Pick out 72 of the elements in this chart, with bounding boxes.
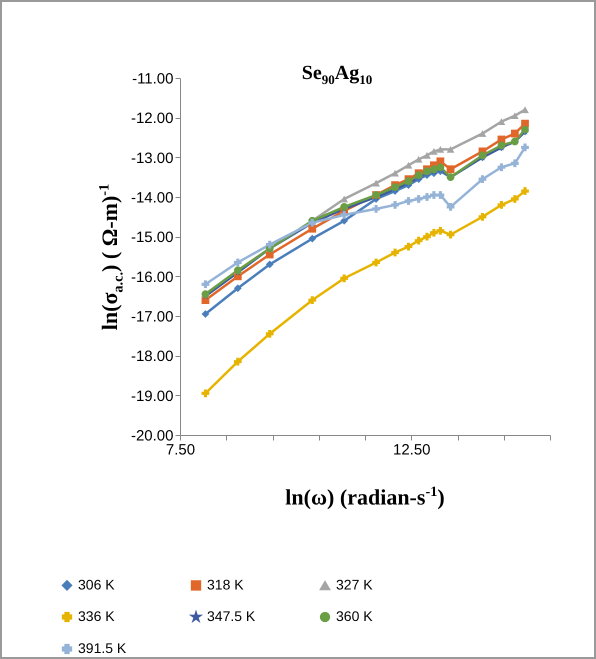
- point: [430, 228, 438, 237]
- point: [202, 310, 210, 318]
- x-tick-label: 12.50: [392, 442, 431, 458]
- y-tick-label: -13.00: [130, 150, 174, 167]
- point: [414, 156, 423, 163]
- point: [308, 296, 316, 304]
- point: [202, 280, 210, 288]
- point: [234, 358, 242, 366]
- legend-label: 336 K: [78, 608, 116, 624]
- point: [436, 146, 444, 153]
- point: [404, 197, 412, 205]
- point: [391, 201, 399, 209]
- point: [521, 106, 529, 114]
- point: [404, 162, 412, 169]
- legend-label: 360 K: [336, 608, 374, 624]
- point: [521, 144, 529, 152]
- point: [430, 148, 438, 155]
- point: [446, 203, 454, 211]
- y-tick-label: -20.00: [130, 428, 174, 444]
- point: [234, 284, 242, 292]
- point: [234, 258, 242, 266]
- point: [510, 159, 519, 168]
- point: [446, 230, 454, 239]
- y-tick-label: -18.00: [130, 348, 174, 366]
- point: [372, 258, 380, 266]
- point: [340, 196, 348, 202]
- point: [308, 234, 316, 243]
- point: [414, 195, 423, 203]
- point: [510, 130, 519, 138]
- point: [372, 180, 380, 186]
- y-tick-label: -15.00: [130, 229, 174, 246]
- chart-title: Se$_{90}$Ag$_{10}$: [302, 62, 372, 87]
- point: [266, 240, 274, 248]
- point: [423, 193, 431, 201]
- point: [478, 175, 486, 184]
- x-axis-title: ln(ω) (radian-s$^{-1}$): [284, 484, 446, 510]
- point: [391, 248, 399, 256]
- y-tick-label: -14.00: [130, 190, 174, 206]
- legend-label: 306 K: [78, 576, 116, 592]
- point: [266, 260, 274, 268]
- y-tick-label: -17.00: [130, 308, 174, 326]
- legend-label: 327 K: [336, 576, 374, 593]
- point: [423, 152, 431, 159]
- point: [202, 389, 210, 398]
- y-tick-label: -11.00: [132, 70, 174, 88]
- point: [498, 201, 506, 209]
- point: [423, 232, 431, 241]
- point: [391, 170, 399, 177]
- point: [436, 191, 444, 199]
- point: [510, 112, 519, 120]
- legend-label: 391.5 K: [78, 640, 127, 656]
- point: [436, 226, 444, 235]
- y-tick-label: -16.00: [130, 268, 174, 286]
- legend-label: 347.5 K: [207, 608, 256, 624]
- point: [372, 205, 380, 213]
- point: [478, 130, 486, 137]
- point: [404, 242, 412, 250]
- point: [266, 330, 274, 338]
- legend-label: 318 K: [207, 576, 244, 592]
- point: [340, 274, 348, 282]
- point: [478, 212, 486, 221]
- point: [510, 195, 519, 203]
- y-tick-label: -12.00: [130, 110, 174, 128]
- point: [498, 163, 506, 172]
- y-tick-label: -19.00: [130, 388, 174, 405]
- point: [446, 165, 454, 174]
- point: [340, 210, 348, 219]
- x-tick-label: 7.50: [166, 442, 196, 458]
- point: [498, 118, 506, 125]
- point: [521, 187, 529, 195]
- point: [414, 236, 423, 245]
- point: [446, 146, 454, 153]
